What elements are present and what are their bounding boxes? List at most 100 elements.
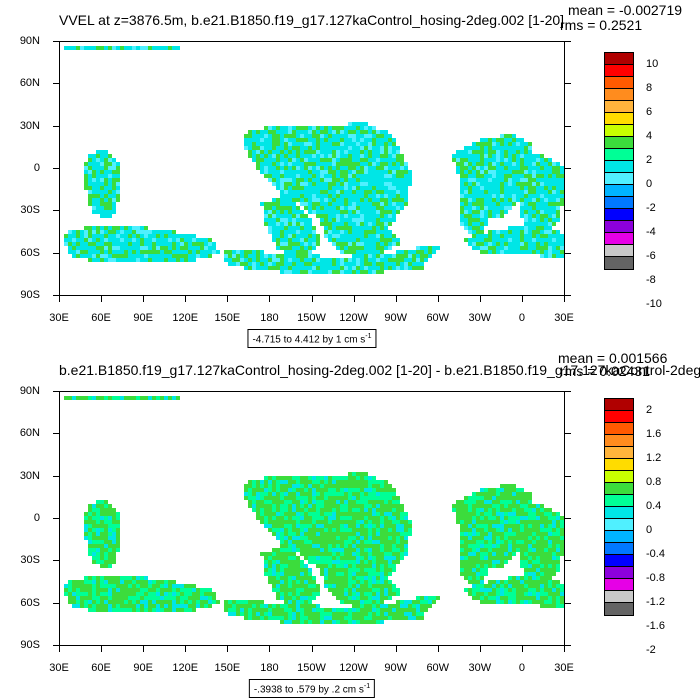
latitude-tick [565,41,571,42]
field-cell [524,202,528,206]
field-cell [288,258,292,262]
longitude-tick [521,646,523,652]
field-cell [208,600,212,604]
field-cell [520,234,524,238]
field-cell [360,496,364,500]
field-cell [92,178,96,182]
field-cell [384,214,388,218]
field-cell [468,532,472,536]
field-cell [88,596,92,600]
field-cell [544,532,548,536]
field-cell [332,608,336,612]
field-cell [284,222,288,226]
field-cell [352,580,356,584]
field-cell [232,262,236,266]
field-cell [92,556,96,560]
colorbar-swatch [605,519,633,531]
field-cell [528,544,532,548]
field-cell [284,230,288,234]
field-cell [160,600,164,604]
field-cell [492,600,496,604]
field-cell [272,552,276,556]
field-cell [264,572,268,576]
field-cell [328,130,332,134]
field-cell [112,206,116,210]
map-panel-bottom: b.e21.B1850.f19_g17.127kaControl_hosing-… [0,350,700,700]
field-cell [380,484,384,488]
field-cell [396,500,400,504]
field-cell [352,170,356,174]
field-cell [112,174,116,178]
field-cell [484,572,488,576]
field-cell [508,524,512,528]
field-cell [388,512,392,516]
field-cell [368,508,372,512]
field-cell [136,580,140,584]
field-cell [508,596,512,600]
field-cell [516,186,520,190]
field-cell [184,604,188,608]
field-cell [500,202,504,206]
field-cell [360,576,364,580]
field-cell [556,580,560,584]
field-cell [292,504,296,508]
field-cell [512,198,516,202]
field-cell [480,576,484,580]
field-cell [276,170,280,174]
field-cell [340,484,344,488]
field-cell [268,516,272,520]
field-cell [344,488,348,492]
field-cell [364,616,368,620]
field-cell [452,504,456,508]
field-cell [336,146,340,150]
field-cell [348,242,352,246]
field-cell [260,480,264,484]
field-cell [292,250,296,254]
field-cell [520,592,524,596]
field-cell [456,150,460,154]
field-cell [544,596,548,600]
field-cell [516,520,520,524]
field-cell [332,620,336,624]
field-cell [516,246,520,250]
field-cell [352,600,356,604]
field-cell [260,146,264,150]
field-cell [304,170,308,174]
field-cell [272,130,276,134]
colorbar-swatch [605,555,633,567]
field-cell [380,134,384,138]
field-cell [128,250,132,254]
field-cell [352,532,356,536]
field-cell [344,138,348,142]
field-cell [460,572,464,576]
field-cell [364,576,368,580]
field-cell [304,564,308,568]
latitude-tick [53,83,59,85]
field-cell [524,596,528,600]
field-cell [288,544,292,548]
field-cell [192,234,196,238]
field-cell [252,254,256,258]
field-cell [384,608,388,612]
field-cell [532,556,536,560]
field-cell [340,540,344,544]
field-cell [504,210,508,214]
field-cell [272,146,276,150]
field-cell [296,138,300,142]
field-cell [288,612,292,616]
field-cell [360,604,364,608]
field-cell [212,600,216,604]
field-cell [396,258,400,262]
longitude-label: 60E [91,662,111,674]
field-cell [284,170,288,174]
field-cell [100,564,104,568]
field-cell [336,512,340,516]
field-cell [380,536,384,540]
field-cell [116,242,120,246]
field-cell [352,134,356,138]
field-cell [360,182,364,186]
field-cell [460,552,464,556]
field-cell [468,548,472,552]
field-cell [528,182,532,186]
field-cell [480,154,484,158]
